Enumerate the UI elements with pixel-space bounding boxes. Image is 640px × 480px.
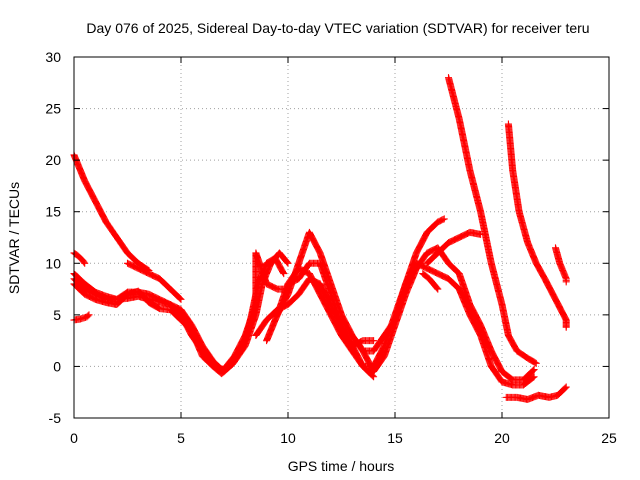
series-track-1 bbox=[70, 151, 153, 275]
series-track-11 bbox=[284, 259, 538, 389]
data-marker bbox=[561, 384, 569, 392]
data-marker bbox=[84, 312, 92, 320]
data-marker bbox=[439, 216, 447, 224]
y-tick-label: 0 bbox=[53, 358, 61, 374]
data-point bbox=[562, 383, 570, 391]
series-track-14 bbox=[419, 270, 442, 293]
y-tick-label: 30 bbox=[45, 49, 61, 65]
series-track-15 bbox=[445, 74, 540, 367]
x-axis-title: GPS time / hours bbox=[288, 458, 395, 474]
data-marker bbox=[283, 258, 291, 266]
data-point bbox=[530, 373, 538, 381]
series-track-3 bbox=[70, 311, 93, 324]
x-tick-label: 15 bbox=[387, 430, 403, 446]
chart-title: Day 076 of 2025, Sidereal Day-to-day VTE… bbox=[86, 20, 589, 36]
data-marker bbox=[529, 373, 537, 381]
axis-ticks: 0 5 10 15 20 25 -5 0 5 10 15 20 25 30 bbox=[45, 49, 617, 446]
data-marker bbox=[279, 268, 287, 276]
series-track-12 bbox=[352, 244, 538, 384]
data-point bbox=[440, 215, 448, 223]
data-point bbox=[81, 259, 89, 267]
series-track-6 bbox=[70, 249, 292, 374]
x-tick-label: 0 bbox=[70, 430, 78, 446]
data-point bbox=[85, 311, 93, 319]
x-tick-label: 5 bbox=[177, 430, 185, 446]
data-point bbox=[284, 259, 292, 267]
y-tick-label: -5 bbox=[49, 410, 62, 426]
data-marker bbox=[531, 359, 539, 367]
y-tick-label: 10 bbox=[45, 255, 61, 271]
data-point bbox=[562, 323, 570, 331]
data-marker bbox=[528, 367, 536, 375]
data-point bbox=[562, 278, 570, 286]
y-tick-label: 25 bbox=[45, 101, 61, 117]
x-tick-label: 20 bbox=[494, 430, 510, 446]
series-track-18 bbox=[552, 244, 570, 286]
data-point bbox=[177, 295, 185, 303]
data-marker bbox=[80, 258, 88, 266]
data-marker bbox=[175, 294, 183, 302]
data-point bbox=[434, 285, 442, 293]
series-track-13 bbox=[423, 228, 485, 267]
x-tick-label: 25 bbox=[601, 430, 617, 446]
y-tick-label: 20 bbox=[45, 152, 61, 168]
grid-lines bbox=[74, 57, 609, 418]
data-marker bbox=[368, 371, 376, 379]
plot-frame bbox=[73, 56, 610, 419]
y-tick-label: 5 bbox=[53, 307, 61, 323]
data-marker bbox=[433, 284, 441, 292]
x-tick-label: 10 bbox=[280, 430, 296, 446]
y-axis-title: SDTVAR / TECUs bbox=[6, 182, 22, 294]
data-marker bbox=[176, 295, 184, 303]
data-point bbox=[280, 270, 288, 278]
data-marker bbox=[529, 366, 537, 374]
data-point bbox=[532, 359, 540, 367]
y-tick-label: 15 bbox=[45, 204, 61, 220]
data-markers bbox=[70, 74, 570, 403]
series-track-16 bbox=[504, 120, 570, 331]
data-point bbox=[530, 366, 538, 374]
data-point bbox=[370, 337, 378, 345]
series-track-7 bbox=[124, 259, 185, 303]
series-track-17 bbox=[502, 383, 570, 403]
